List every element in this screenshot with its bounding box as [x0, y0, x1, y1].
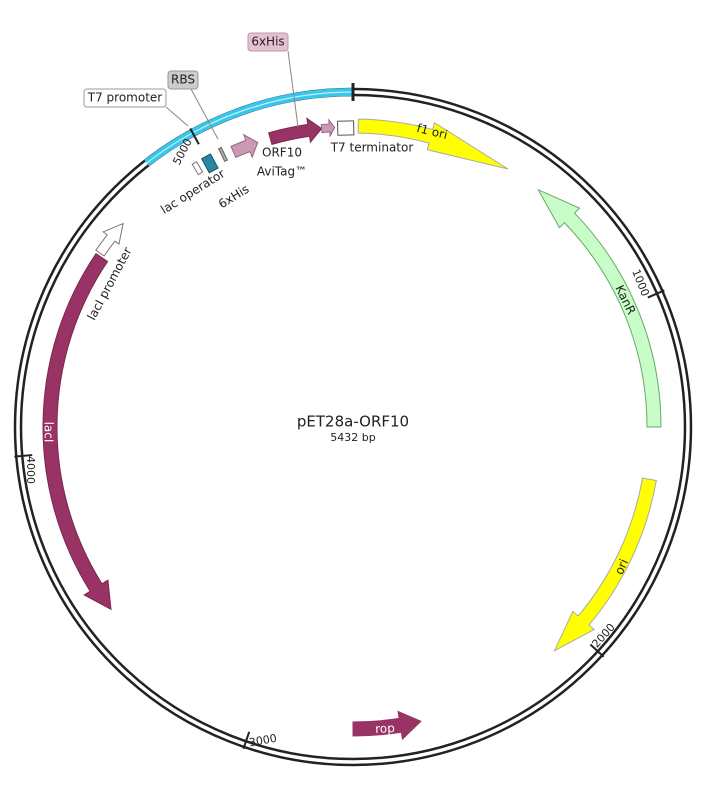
- callout-box: [167, 70, 199, 90]
- leader-line: [287, 50, 299, 128]
- feature-arrow: [537, 188, 662, 428]
- feature-label: 6xHis: [216, 182, 252, 212]
- tick-mark: [14, 454, 33, 458]
- feature-arrow: [268, 117, 323, 146]
- tick-mark: [242, 731, 251, 750]
- plasmid-name: pET28a-ORF10: [297, 413, 409, 431]
- feature-label: lacI: [42, 422, 56, 443]
- feature-label: T7 terminator: [330, 141, 414, 155]
- feature-label: lac operator: [158, 166, 227, 216]
- feature-label: KanR: [612, 283, 638, 317]
- tick-label: 4000: [24, 456, 37, 484]
- tick-label: 1000: [629, 267, 652, 298]
- lac-operator-box: [200, 153, 219, 174]
- feature-arrow: [352, 710, 422, 741]
- feature-arrow: [95, 222, 124, 257]
- tick-label: 3000: [248, 732, 278, 750]
- feature-arrow: [230, 133, 259, 159]
- selected-region-line: [146, 91, 354, 164]
- callout-box: [247, 32, 289, 52]
- leader-line: [165, 106, 189, 127]
- plasmid-length: 5432 bp: [330, 431, 375, 444]
- callout-label: 6xHis: [251, 35, 284, 49]
- t7-terminator-box: [337, 120, 355, 136]
- feature-label: ori: [612, 557, 631, 577]
- feature-arrow: [320, 118, 336, 138]
- rbs-box: [217, 146, 229, 163]
- feature-label: rop: [375, 721, 395, 736]
- callout-label: T7 promoter: [87, 91, 163, 105]
- feature-arrow: [357, 118, 509, 170]
- tick-mark: [647, 289, 665, 299]
- tick-mark: [589, 643, 605, 658]
- feature-arrow: [42, 252, 112, 611]
- callout-box: [83, 88, 167, 108]
- feature-label: ORF10: [262, 146, 302, 160]
- leader-line: [190, 88, 219, 140]
- feature-label: AviTag™: [257, 165, 307, 179]
- tick-mark: [189, 128, 200, 145]
- feature-arrow: [553, 477, 657, 652]
- small-feature: [191, 161, 204, 176]
- callout-label: RBS: [171, 73, 195, 87]
